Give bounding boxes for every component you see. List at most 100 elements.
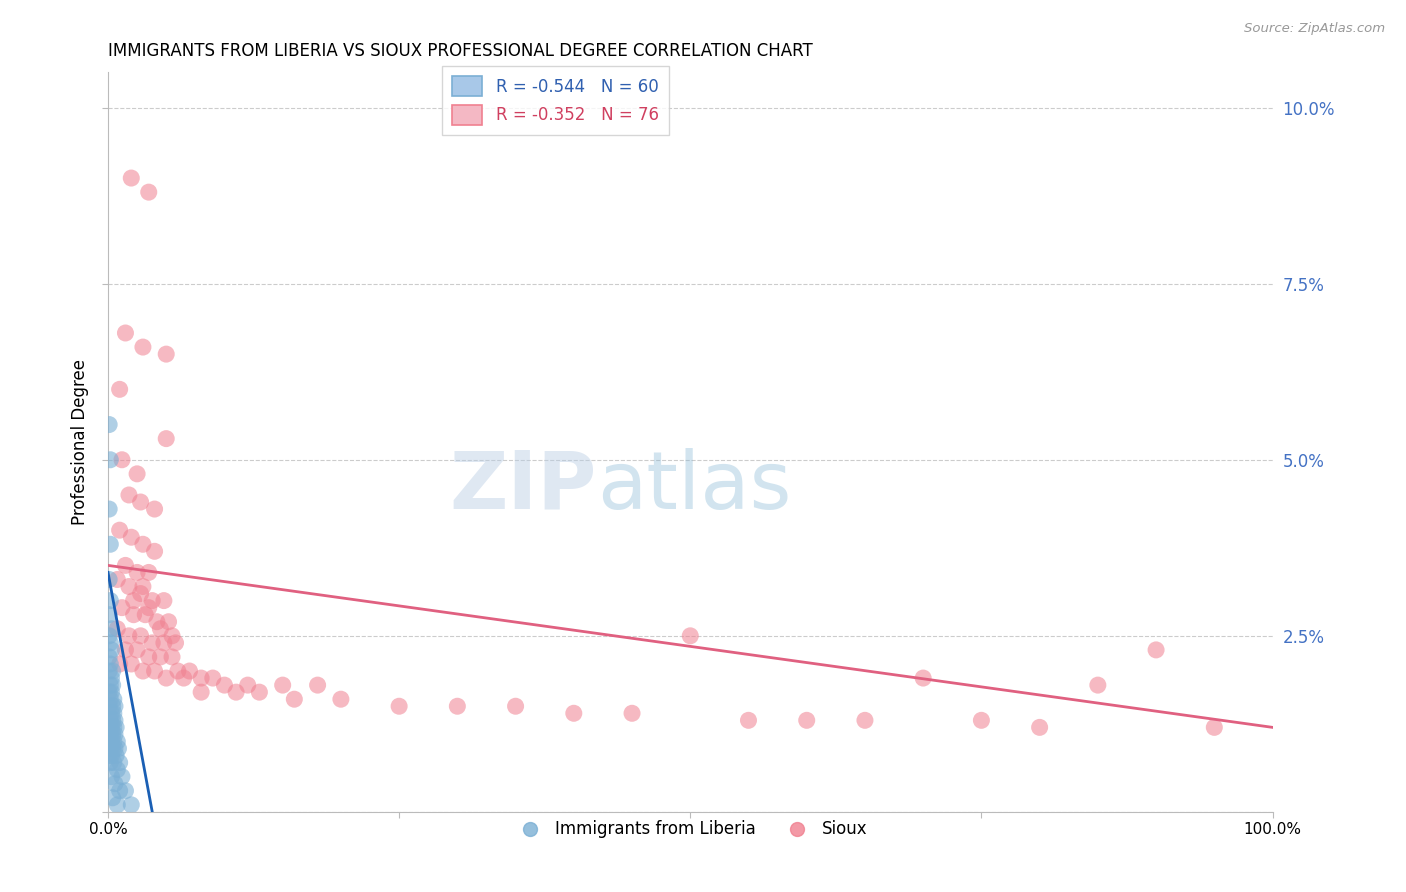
Point (98, 699, 121, 714)
Point (167, 664, 190, 678)
Point (132, 580, 155, 594)
Point (127, 643, 149, 657)
Point (132, 537, 155, 551)
Point (114, 326, 136, 340)
Point (190, 671, 212, 685)
Point (155, 347, 177, 361)
Point (98, 573, 121, 587)
Point (307, 678, 329, 692)
Point (100, 643, 122, 657)
Point (101, 727, 124, 741)
Point (98, 748, 121, 763)
Point (138, 566, 160, 580)
Point (98, 756, 121, 770)
Point (98, 664, 121, 678)
Point (98, 657, 121, 671)
Point (107, 741, 129, 756)
Point (105, 573, 128, 587)
Point (101, 699, 124, 714)
Point (1144, 643, 1167, 657)
Point (1087, 678, 1109, 692)
Point (100, 734, 122, 748)
Point (157, 615, 180, 629)
Point (562, 706, 585, 721)
Point (98, 714, 121, 728)
Y-axis label: Professional Degree: Professional Degree (72, 359, 89, 525)
Point (283, 692, 305, 706)
Point (160, 629, 183, 643)
Point (103, 692, 125, 706)
Point (737, 714, 759, 728)
Point (101, 678, 124, 692)
Point (111, 452, 134, 467)
Point (105, 797, 128, 812)
Point (114, 558, 136, 573)
Point (271, 678, 294, 692)
Point (1028, 720, 1050, 734)
Point (111, 770, 134, 784)
Point (98, 417, 121, 432)
Point (446, 699, 468, 714)
Point (173, 671, 195, 685)
Point (179, 664, 201, 678)
Point (120, 657, 142, 671)
Point (190, 685, 212, 699)
Point (679, 629, 702, 643)
Point (101, 790, 124, 805)
Point (118, 488, 141, 502)
Point (108, 657, 131, 671)
Text: atlas: atlas (598, 448, 792, 525)
Point (118, 580, 141, 594)
Point (138, 649, 160, 664)
Point (98, 727, 121, 741)
Point (98, 741, 121, 756)
Point (153, 636, 176, 650)
Point (108, 756, 131, 770)
Point (105, 763, 128, 777)
Point (853, 714, 876, 728)
Point (122, 607, 145, 622)
Point (105, 622, 128, 636)
Point (100, 685, 122, 699)
Point (98, 502, 121, 516)
Point (127, 467, 149, 481)
Point (236, 678, 259, 692)
Point (912, 671, 935, 685)
Point (129, 495, 152, 509)
Point (98, 629, 121, 643)
Point (160, 649, 183, 664)
Point (103, 756, 125, 770)
Point (141, 636, 163, 650)
Point (98, 649, 121, 664)
Point (98, 734, 121, 748)
Point (98, 452, 121, 467)
Point (138, 600, 160, 615)
Point (111, 600, 134, 615)
Point (153, 593, 176, 607)
Point (108, 783, 131, 797)
Point (120, 530, 142, 544)
Point (103, 734, 125, 748)
Point (143, 502, 166, 516)
Point (98, 593, 121, 607)
Point (104, 741, 127, 756)
Point (505, 699, 527, 714)
Point (155, 432, 177, 446)
Point (100, 748, 122, 763)
Point (104, 777, 127, 791)
Point (114, 783, 136, 797)
Point (101, 664, 124, 678)
Point (149, 622, 172, 636)
Point (146, 615, 169, 629)
Point (104, 714, 127, 728)
Point (101, 741, 124, 756)
Point (105, 748, 128, 763)
Point (118, 629, 141, 643)
Point (103, 720, 125, 734)
Point (329, 692, 352, 706)
Point (105, 734, 128, 748)
Point (621, 706, 644, 721)
Point (100, 671, 122, 685)
Point (101, 714, 124, 728)
Point (141, 593, 163, 607)
